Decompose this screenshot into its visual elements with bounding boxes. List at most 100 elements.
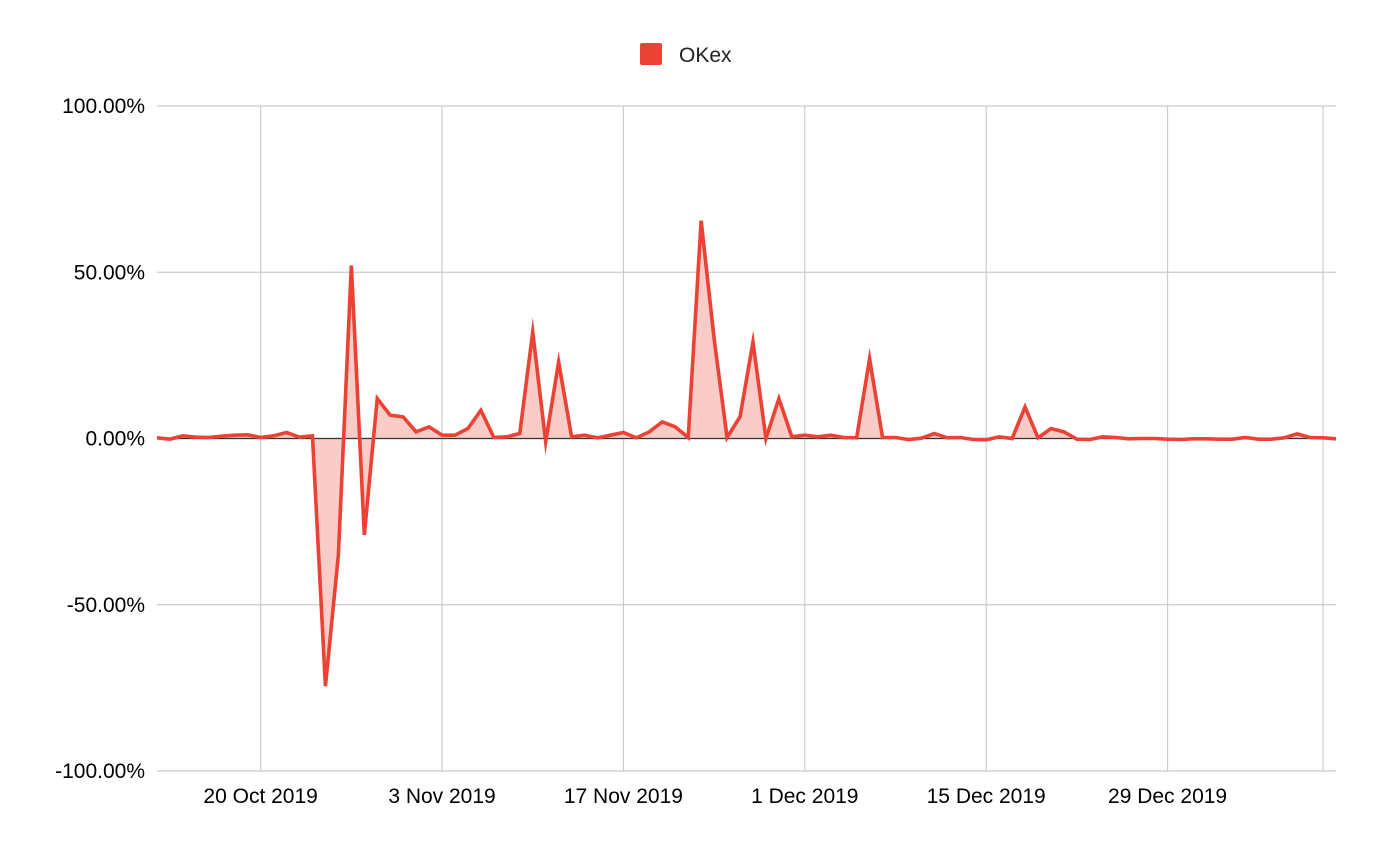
- data-point[interactable]: [815, 434, 821, 440]
- data-point[interactable]: [284, 430, 290, 436]
- data-point[interactable]: [880, 435, 886, 441]
- data-point[interactable]: [348, 263, 354, 269]
- data-point[interactable]: [996, 434, 1002, 440]
- data-point[interactable]: [1190, 436, 1196, 442]
- data-point[interactable]: [1203, 436, 1209, 442]
- data-point[interactable]: [595, 435, 601, 441]
- legend-swatch: [640, 43, 662, 65]
- data-point[interactable]: [193, 434, 199, 440]
- legend[interactable]: OKex: [640, 43, 732, 67]
- data-point[interactable]: [957, 435, 963, 441]
- data-point[interactable]: [245, 432, 251, 438]
- data-point[interactable]: [426, 424, 432, 430]
- data-point[interactable]: [232, 432, 238, 438]
- data-point[interactable]: [1242, 435, 1248, 441]
- data-point[interactable]: [1152, 436, 1158, 442]
- data-point[interactable]: [698, 218, 704, 224]
- data-point[interactable]: [620, 430, 626, 436]
- data-point[interactable]: [854, 435, 860, 441]
- data-point[interactable]: [633, 435, 639, 441]
- data-point[interactable]: [1087, 437, 1093, 443]
- data-point[interactable]: [1165, 436, 1171, 442]
- data-point[interactable]: [776, 396, 782, 402]
- data-point[interactable]: [1035, 435, 1041, 441]
- data-point[interactable]: [1229, 436, 1235, 442]
- data-point[interactable]: [335, 552, 341, 558]
- data-point[interactable]: [1333, 436, 1339, 442]
- data-point[interactable]: [944, 435, 950, 441]
- data-point[interactable]: [167, 436, 173, 442]
- data-point[interactable]: [607, 432, 613, 438]
- data-point[interactable]: [1294, 431, 1300, 437]
- data-point[interactable]: [543, 439, 549, 445]
- data-point[interactable]: [452, 432, 458, 438]
- data-point[interactable]: [504, 434, 510, 440]
- data-point[interactable]: [491, 435, 497, 441]
- data-point[interactable]: [789, 434, 795, 440]
- data-point[interactable]: [465, 426, 471, 432]
- data-point[interactable]: [646, 429, 652, 435]
- x-tick-label: 1 Dec 2019: [751, 785, 858, 808]
- data-point[interactable]: [905, 437, 911, 443]
- data-point[interactable]: [1009, 436, 1015, 442]
- data-point[interactable]: [180, 433, 186, 439]
- data-point[interactable]: [1022, 404, 1028, 410]
- data-point[interactable]: [763, 436, 769, 442]
- data-point[interactable]: [361, 532, 367, 538]
- data-point[interactable]: [983, 437, 989, 443]
- data-point[interactable]: [659, 419, 665, 425]
- data-point[interactable]: [1074, 436, 1080, 442]
- data-point[interactable]: [802, 432, 808, 438]
- data-point[interactable]: [1139, 436, 1145, 442]
- data-point[interactable]: [931, 431, 937, 437]
- data-point[interactable]: [582, 432, 588, 438]
- data-point[interactable]: [1281, 435, 1287, 441]
- data-point[interactable]: [1268, 436, 1274, 442]
- data-point[interactable]: [387, 412, 393, 418]
- data-point[interactable]: [297, 434, 303, 440]
- data-point[interactable]: [841, 435, 847, 441]
- data-point[interactable]: [219, 433, 225, 439]
- data-point[interactable]: [737, 414, 743, 420]
- data-point[interactable]: [685, 435, 691, 441]
- series-line[interactable]: [156, 220, 1337, 687]
- data-point[interactable]: [517, 431, 523, 437]
- data-point[interactable]: [1048, 426, 1054, 432]
- data-point[interactable]: [1113, 435, 1119, 441]
- data-point[interactable]: [258, 435, 264, 441]
- data-point[interactable]: [271, 433, 277, 439]
- data-point[interactable]: [1255, 436, 1261, 442]
- data-point[interactable]: [724, 435, 730, 441]
- data-point[interactable]: [711, 336, 717, 342]
- data-point[interactable]: [1216, 436, 1222, 442]
- data-point[interactable]: [1100, 434, 1106, 440]
- data-point[interactable]: [1320, 435, 1326, 441]
- data-point[interactable]: [400, 414, 406, 420]
- x-tick-label: 17 Nov 2019: [564, 785, 683, 808]
- data-point[interactable]: [206, 435, 212, 441]
- data-point[interactable]: [1061, 429, 1067, 435]
- data-point[interactable]: [322, 683, 328, 689]
- data-point[interactable]: [1178, 437, 1184, 443]
- data-point[interactable]: [1126, 436, 1132, 442]
- data-point[interactable]: [1307, 435, 1313, 441]
- data-point[interactable]: [439, 432, 445, 438]
- data-point[interactable]: [530, 329, 536, 335]
- data-point[interactable]: [154, 435, 160, 441]
- data-point[interactable]: [750, 339, 756, 345]
- data-point[interactable]: [478, 407, 484, 413]
- data-point[interactable]: [892, 435, 898, 441]
- data-point[interactable]: [672, 424, 678, 430]
- data-point[interactable]: [828, 432, 834, 438]
- data-point[interactable]: [970, 437, 976, 443]
- data-point[interactable]: [569, 434, 575, 440]
- x-tick-label: 29 Dec 2019: [1108, 785, 1227, 808]
- data-point[interactable]: [918, 435, 924, 441]
- data-point[interactable]: [867, 356, 873, 362]
- y-tick-label: -50.00%: [67, 594, 145, 617]
- data-point[interactable]: [374, 396, 380, 402]
- data-point[interactable]: [413, 429, 419, 435]
- data-point[interactable]: [556, 359, 562, 365]
- x-tick-label: 15 Dec 2019: [927, 785, 1046, 808]
- data-point[interactable]: [309, 433, 315, 439]
